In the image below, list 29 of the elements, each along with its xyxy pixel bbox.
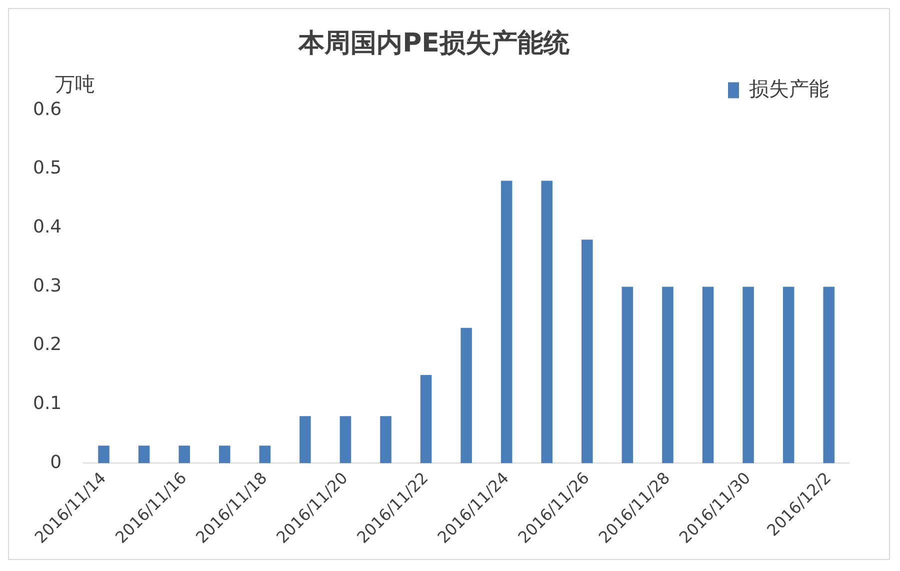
legend-label: 损失产能 <box>749 76 829 100</box>
bar <box>742 286 754 464</box>
bar <box>340 416 352 464</box>
bar <box>460 328 472 464</box>
y-tick-label: 0.5 <box>32 158 62 179</box>
y-tick-label: 0.6 <box>32 98 62 120</box>
bar <box>178 446 190 464</box>
bar <box>420 374 432 464</box>
bar <box>380 416 392 464</box>
y-axis-title: 万吨 <box>55 71 95 98</box>
bar <box>622 286 634 464</box>
bar <box>823 286 834 464</box>
bar <box>702 286 714 464</box>
bar <box>582 240 593 464</box>
bar <box>138 446 150 464</box>
y-tick-label: 0.1 <box>32 393 62 414</box>
bar <box>218 446 230 464</box>
y-tick-label: 0.2 <box>32 334 62 356</box>
bar <box>541 180 553 464</box>
bar <box>782 286 794 464</box>
y-tick-label: 0.3 <box>32 275 62 296</box>
bar <box>500 180 512 464</box>
bar <box>300 416 311 464</box>
y-tick-label: 0.4 <box>32 216 62 238</box>
chart-title: 本周国内PE损失产能统 <box>298 28 570 58</box>
y-tick-label: 0 <box>50 452 62 473</box>
bar <box>98 446 110 464</box>
bar <box>259 446 271 464</box>
bar <box>662 286 674 464</box>
